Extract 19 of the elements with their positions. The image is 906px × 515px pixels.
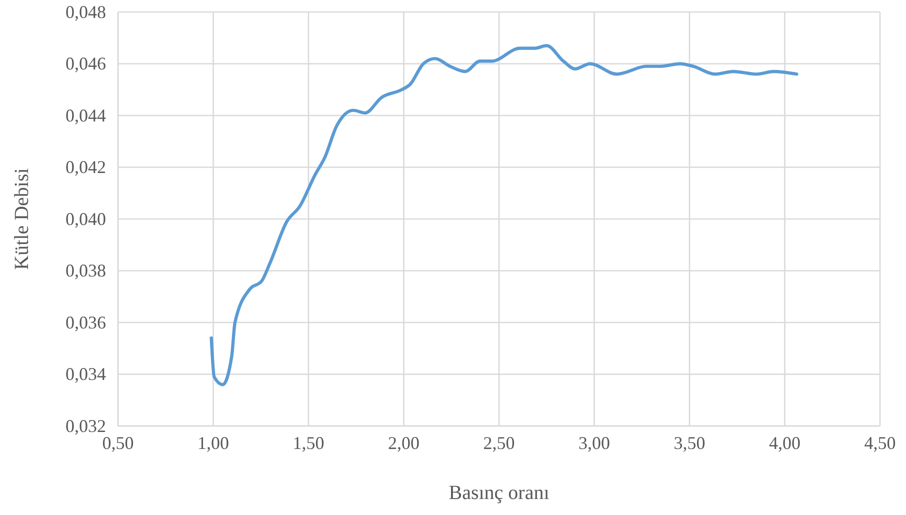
x-tick-label: 3,00 bbox=[578, 432, 610, 453]
y-tick-label: 0,048 bbox=[66, 2, 106, 22]
y-axis-title: Kütle Debisi bbox=[11, 168, 33, 270]
y-tick-label: 0,036 bbox=[66, 312, 106, 332]
y-tick-label: 0,046 bbox=[66, 54, 106, 74]
line-series bbox=[210, 44, 798, 386]
x-tick-label: 2,00 bbox=[388, 432, 420, 453]
x-tick-label: 4,00 bbox=[769, 432, 800, 453]
x-tick-label: 1,50 bbox=[292, 432, 324, 453]
x-axis-title: Basınç oranı bbox=[448, 482, 550, 504]
x-tick-label: 2,50 bbox=[483, 432, 515, 453]
y-tick-label: 0,034 bbox=[66, 364, 106, 384]
y-tick-label: 0,044 bbox=[66, 105, 106, 126]
y-tick-label: 0,042 bbox=[66, 157, 106, 178]
x-tick-label: 4,50 bbox=[864, 432, 896, 453]
y-tick-label: 0,038 bbox=[66, 260, 106, 281]
x-tick-label: 3,50 bbox=[674, 432, 706, 453]
y-tick-label: 0,040 bbox=[66, 208, 106, 229]
x-tick-label: 1,00 bbox=[198, 432, 229, 453]
